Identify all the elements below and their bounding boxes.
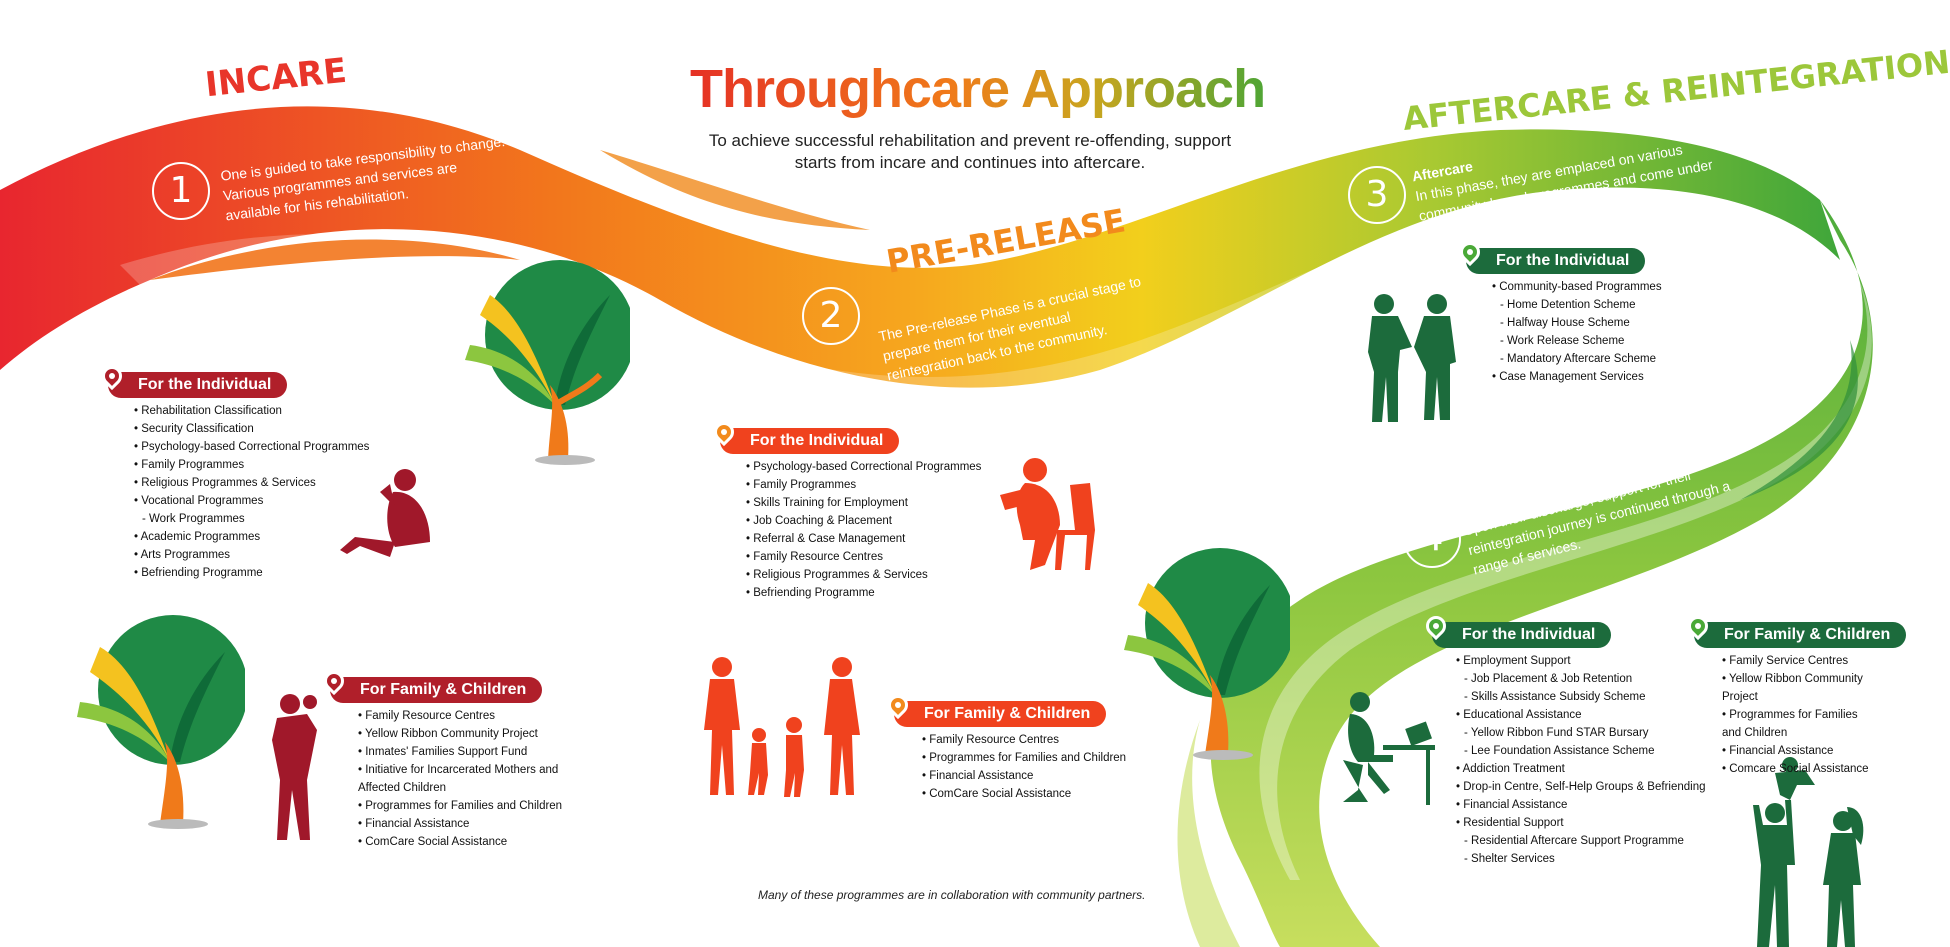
list-item: Educational Assistance [1456,706,1706,724]
list-item: Religious Programmes & Services [134,474,369,492]
list-item: Family Programmes [134,456,369,474]
list-item: Referral & Case Management [746,530,981,548]
list-item: Financial Assistance [358,815,576,833]
list-item: Job Coaching & Placement [746,512,981,530]
list-item: Shelter Services [1456,850,1706,868]
list-item: ComCare Social Assistance [358,833,576,851]
list-item: Halfway House Scheme [1492,314,1662,332]
father-lifting-child-silhouette [1753,757,1864,947]
phase-3-circle: 3 [1348,166,1406,224]
handshake-silhouette [1368,294,1456,422]
phase-1-circle: 1 [152,162,210,220]
list-item: Residential Aftercare Support Programme [1456,832,1706,850]
list-item: Employment Support [1456,652,1706,670]
list-item: Programmes for Families and Children [1722,706,1872,742]
reintegration-individual-list: Employment SupportJob Placement & Job Re… [1456,652,1706,868]
list-item: Security Classification [134,420,369,438]
list-item: Financial Assistance [922,767,1126,785]
list-item: Residential Support [1456,814,1706,832]
prerelease-family-heading: For Family & Children [883,690,1107,727]
list-item: Family Resource Centres [746,548,981,566]
list-item: Job Placement & Job Retention [1456,670,1706,688]
list-item: Religious Programmes & Services [746,566,981,584]
family-walking-silhouette [704,657,860,797]
tree-icon [465,260,630,465]
list-item: Initiative for Incarcerated Mothers and … [358,761,576,797]
list-item: Inmates' Families Support Fund [358,743,576,761]
page-title: Throughcare Approach [690,59,1266,119]
list-item: Programmes for Families and Children [922,749,1126,767]
list-item: Family Resource Centres [358,707,576,725]
list-item: Programmes for Families and Children [358,797,576,815]
list-item: Financial Assistance [1456,796,1706,814]
reintegration-individual-label: For the Individual [1462,626,1596,643]
list-item: Family Programmes [746,476,981,494]
incare-family-label: For Family & Children [360,681,527,698]
aftercare-individual-label: For the Individual [1496,252,1630,269]
list-item: Befriending Programme [746,584,981,602]
reintegration-family-label: For Family & Children [1724,626,1891,643]
aftercare-individual-heading: For the Individual [1455,237,1646,274]
incare-individual-heading: For the Individual [97,361,288,398]
incare-individual-label: For the Individual [138,376,272,393]
parent-child-silhouette [272,694,317,840]
prerelease-individual-heading: For the Individual [709,417,900,454]
incare-family-heading: For Family & Children [319,666,543,703]
tree-icon [1124,548,1290,760]
list-item: Family Service Centres [1722,652,1872,670]
list-item: Rehabilitation Classification [134,402,369,420]
list-item: Skills Assistance Subsidy Scheme [1456,688,1706,706]
list-item: Psychology-based Correctional Programmes [134,438,369,456]
prerelease-individual-list: Psychology-based Correctional Programmes… [746,458,981,602]
list-item: Skills Training for Employment [746,494,981,512]
list-item: Family Resource Centres [922,731,1126,749]
list-item: Lee Foundation Assistance Scheme [1456,742,1706,760]
list-item: Yellow Ribbon Fund STAR Bursary [1456,724,1706,742]
list-item: Yellow Ribbon Community Project [358,725,576,743]
reading-man-silhouette [1000,458,1095,570]
list-item: Home Detention Scheme [1492,296,1662,314]
list-item: Work Release Scheme [1492,332,1662,350]
list-item: Vocational Programmes [134,492,369,510]
page-subtitle: To achieve successful rehabilitation and… [708,131,1232,172]
tree-icon [77,615,245,829]
list-item: Mandatory Aftercare Scheme [1492,350,1662,368]
list-item: Case Management Services [1492,368,1662,386]
reintegration-family-list: Family Service CentresYellow Ribbon Comm… [1722,652,1872,778]
list-item: Community-based Programmes [1492,278,1661,296]
incare-individual-list: Rehabilitation ClassificationSecurity Cl… [134,402,370,582]
list-item: Addiction Treatment [1456,760,1706,778]
reintegration-individual-heading: For the Individual [1421,611,1612,648]
desk-worker-silhouette [1343,692,1435,805]
footnote: Many of these programmes are in collabor… [758,888,1146,902]
phase-4-circle: 4 [1403,510,1461,568]
list-item: Befriending Programme [134,564,369,582]
list-item: Financial Assistance [1722,742,1872,760]
list-item: Drop-in Centre, Self-Help Groups & Befri… [1456,778,1705,796]
list-item: ComCare Social Assistance [922,785,1126,803]
prerelease-family-label: For Family & Children [924,705,1091,722]
prerelease-family-list: Family Resource CentresProgrammes for Fa… [922,731,1126,803]
list-item: Yellow Ribbon Community Project [1722,670,1872,706]
list-item: Work Programmes [134,510,369,528]
incare-family-list: Family Resource CentresYellow Ribbon Com… [358,707,576,851]
list-item: Academic Programmes [134,528,369,546]
list-item: Arts Programmes [134,546,369,564]
phase-2-circle: 2 [802,287,860,345]
reintegration-family-heading: For Family & Children [1683,611,1907,648]
prerelease-individual-label: For the Individual [750,432,884,449]
list-item: Comcare Social Assistance [1722,760,1872,778]
aftercare-individual-list: Community-based ProgrammesHome Detention… [1492,278,1662,386]
list-item: Psychology-based Correctional Programmes [746,458,981,476]
